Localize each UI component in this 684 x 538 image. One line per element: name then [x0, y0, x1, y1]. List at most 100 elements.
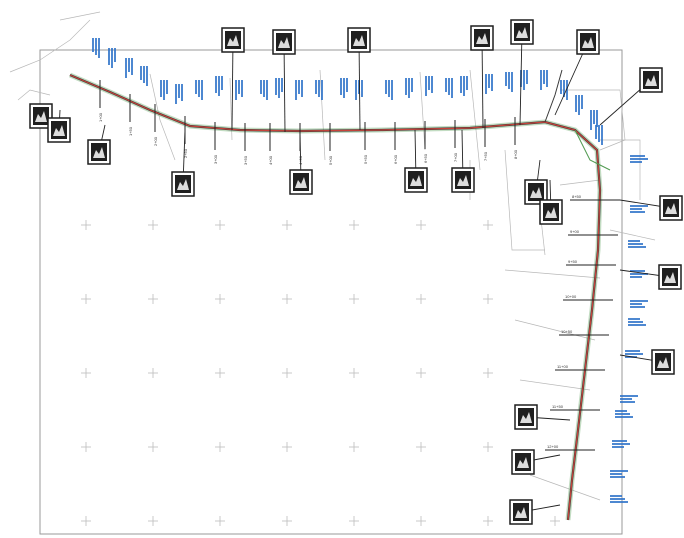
blue-callout — [275, 78, 283, 98]
thumb-image — [515, 453, 531, 471]
thumb-detail — [53, 125, 65, 136]
station-label: 11+00 — [557, 364, 569, 369]
blue-callout — [628, 240, 646, 248]
thumb-image — [408, 171, 424, 189]
callout-stroke — [620, 398, 632, 400]
thumb-detail — [516, 27, 528, 38]
blue-callout — [340, 78, 348, 98]
parcel-line — [319, 69, 326, 161]
station-label: 1+00 — [98, 112, 103, 122]
station-label: 11+50 — [552, 404, 564, 409]
thumb-detail — [353, 35, 365, 46]
thumb-detail — [295, 177, 307, 188]
callout-stroke — [198, 80, 200, 97]
station-label: 6+50 — [423, 153, 428, 163]
leader-line — [231, 39, 234, 131]
callout-stroke — [630, 306, 645, 308]
callout-stroke — [628, 246, 646, 248]
detail-thumbnail — [658, 264, 682, 290]
parcel-line — [609, 229, 656, 241]
callout-stroke — [98, 38, 100, 58]
callout-stroke — [526, 70, 528, 84]
callout-stroke — [175, 84, 177, 104]
thumb-detail — [645, 75, 657, 86]
station-label: 9+00 — [570, 229, 580, 234]
callout-stroke — [391, 80, 393, 100]
thumb-detail — [664, 272, 676, 283]
blue-callout — [125, 58, 133, 78]
callout-stroke — [463, 76, 465, 96]
detail-thumbnail — [221, 27, 245, 53]
detail-thumbnail — [524, 179, 548, 205]
callout-stroke — [318, 80, 320, 97]
parcel-line — [600, 139, 641, 200]
callout-stroke — [630, 303, 642, 305]
callout-stroke — [628, 243, 643, 245]
callout-stroke — [508, 72, 510, 89]
parcel-line — [17, 89, 51, 101]
callout-stroke — [630, 211, 645, 213]
callout-stroke — [92, 38, 94, 52]
thumb-detail — [476, 33, 488, 44]
callout-stroke — [146, 66, 148, 86]
callout-stroke — [615, 413, 630, 415]
blue-callout — [560, 80, 568, 100]
detail-thumbnails — [29, 19, 683, 525]
blue-callout — [610, 495, 628, 503]
detail-thumbnail — [514, 404, 538, 430]
callout-stroke — [361, 80, 363, 97]
blue-callout — [540, 70, 548, 90]
callout-stroke — [425, 76, 427, 96]
callout-stroke — [128, 58, 130, 72]
route-branch — [574, 129, 611, 171]
thumb-image — [655, 353, 671, 371]
callout-stroke — [385, 80, 387, 94]
callout-stroke — [612, 446, 624, 448]
blue-callouts — [92, 38, 648, 503]
callout-stroke — [491, 74, 493, 91]
callout-stroke — [445, 78, 447, 92]
callout-stroke — [343, 78, 345, 98]
leader-line — [283, 41, 286, 133]
callout-stroke — [485, 74, 487, 94]
callout-stroke — [630, 158, 648, 160]
callout-stroke — [235, 80, 237, 100]
thumb-detail — [35, 111, 47, 122]
thumb-image — [663, 199, 679, 217]
thumb-image — [293, 173, 309, 191]
station-label: 5+50 — [363, 154, 368, 164]
callout-stroke — [630, 273, 648, 275]
detail-thumbnail — [509, 499, 533, 525]
thumb-detail — [657, 357, 669, 368]
callout-stroke — [620, 395, 638, 397]
parcel-line — [560, 89, 626, 151]
parcel-line — [469, 69, 481, 171]
callout-stroke — [612, 440, 627, 442]
callout-stroke — [610, 470, 628, 472]
callout-stroke — [610, 476, 625, 478]
blue-callout — [590, 110, 598, 130]
callout-stroke — [131, 58, 133, 75]
callout-stroke — [111, 48, 113, 68]
station-label: 5+00 — [328, 155, 333, 165]
thumb-image — [580, 33, 596, 51]
thumb-image — [662, 268, 678, 286]
callout-stroke — [630, 270, 645, 272]
parcel-line — [519, 379, 591, 391]
blue-callout — [630, 300, 648, 308]
detail-thumbnail — [539, 199, 563, 225]
callout-stroke — [628, 321, 643, 323]
parcel-line — [529, 474, 601, 501]
callout-stroke — [610, 473, 622, 475]
callout-stroke — [625, 353, 643, 355]
station-label: 1+50 — [128, 126, 133, 136]
thumb-detail — [515, 507, 527, 518]
station-label: 6+00 — [393, 154, 398, 164]
callout-stroke — [566, 80, 568, 100]
station-ticks: 1+001+502+002+503+003+504+004+505+005+50… — [98, 80, 620, 451]
station-label: 9+50 — [568, 259, 578, 264]
parcel-line — [149, 73, 176, 161]
thumb-image — [175, 175, 191, 193]
station-label: 8+50 — [572, 194, 582, 199]
thumb-image — [455, 171, 471, 189]
